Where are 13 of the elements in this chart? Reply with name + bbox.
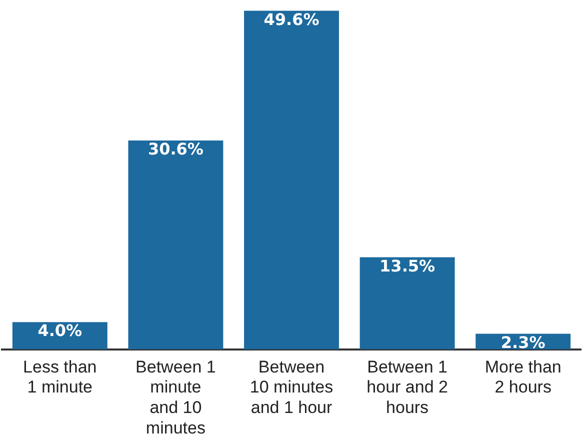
bar [128, 140, 224, 350]
bar [244, 10, 339, 350]
data-label: 13.5% [380, 256, 436, 276]
x-tick-label: Less than 1 minute [23, 357, 97, 397]
x-tick-label: Between 1 hour and 2 hours [366, 357, 448, 418]
x-tick-label: More than 2 hours [484, 357, 562, 397]
x-tick-label: Between 1 minute and 10 minutes [136, 357, 216, 438]
data-label: 30.6% [148, 140, 204, 159]
data-label: 2.3% [500, 332, 546, 352]
data-label: 49.6% [264, 10, 320, 29]
data-label: 4.0% [38, 321, 82, 340]
x-tick-label: Between 10 minutes and 1 hour [250, 357, 334, 418]
bar [360, 257, 455, 350]
